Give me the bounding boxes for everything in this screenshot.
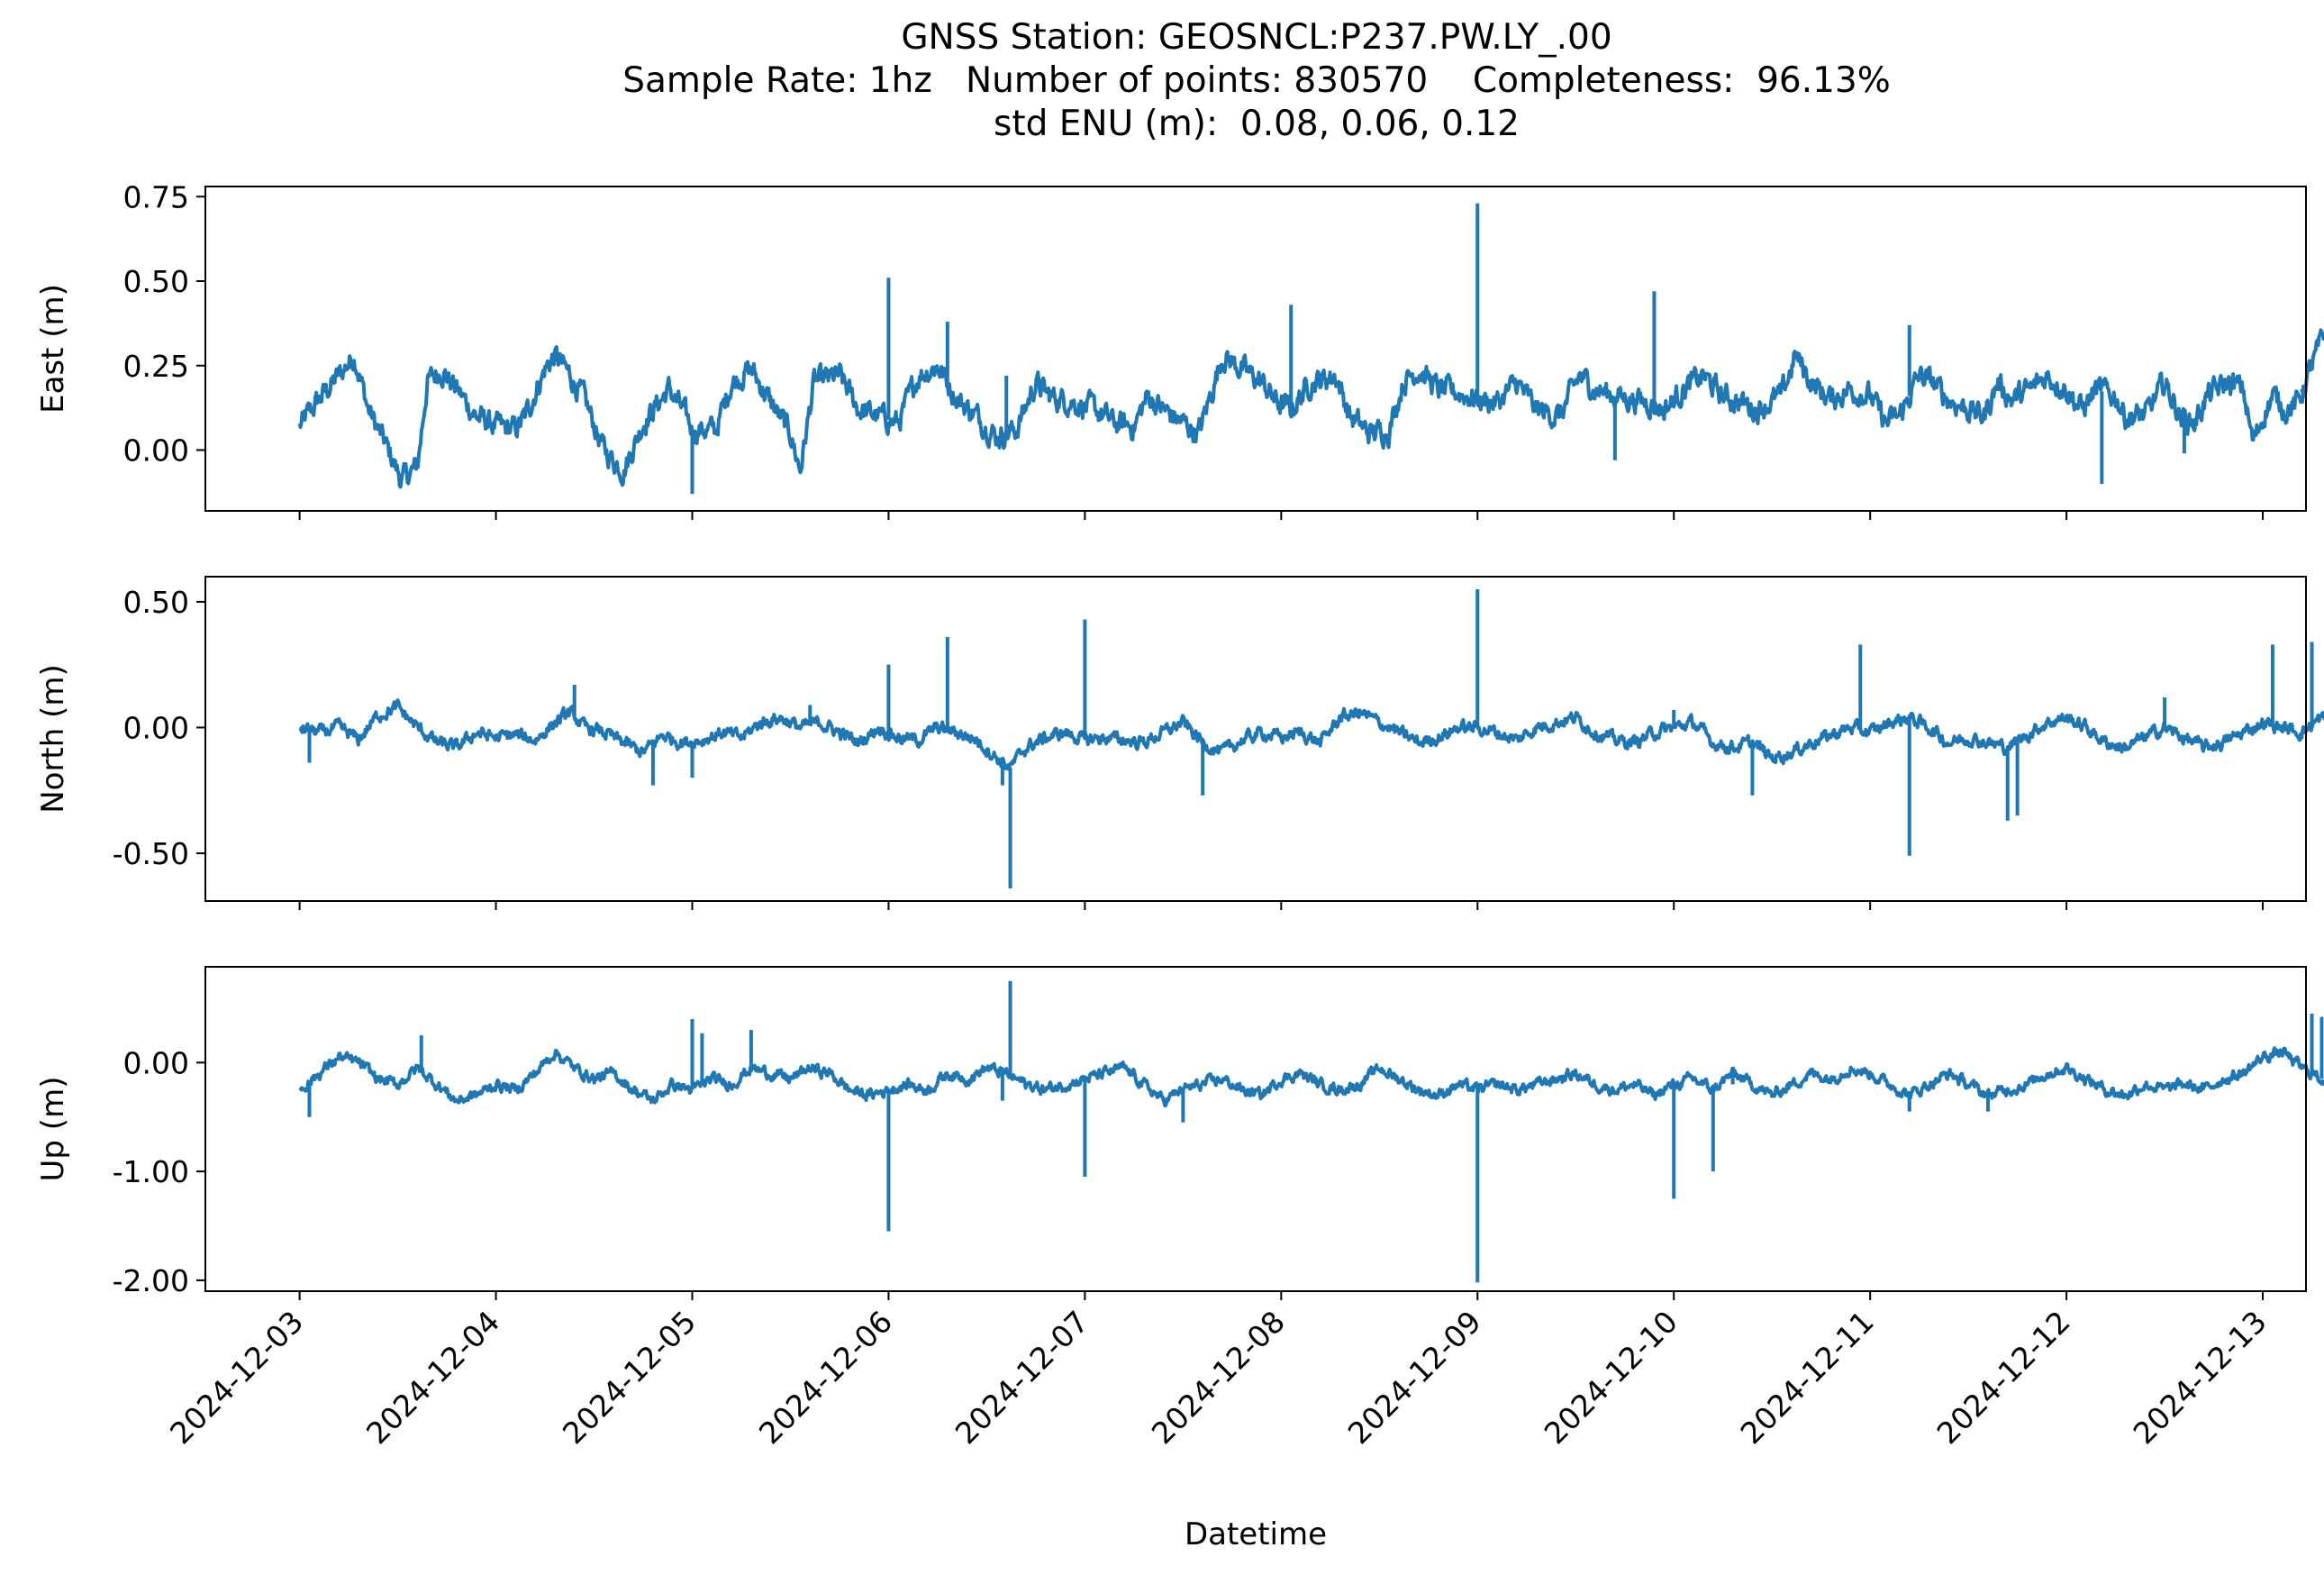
- axes-frame-0: [204, 186, 2307, 512]
- chart-title-line3: std ENU (m): 0.08, 0.06, 0.12: [994, 104, 1520, 144]
- y-tick-label-2-2: -2.00: [113, 1263, 189, 1298]
- panel-0: 0.75 0.50 0.25 0.00 East (m): [35, 179, 2324, 520]
- axes-frame-1: [204, 576, 2307, 902]
- x-tick-label-0: 2024-12-03: [163, 1304, 310, 1451]
- series-line-2: [298, 1046, 2324, 1108]
- x-tick-label-7: 2024-12-10: [1538, 1304, 1684, 1451]
- y-tick-label-1-0: 0.50: [123, 585, 189, 620]
- y-tick-label-2-1: -1.00: [113, 1154, 189, 1189]
- series-line-0: [297, 328, 2324, 489]
- y-tick-label-0-1: 0.50: [123, 264, 189, 299]
- y-tick-label-2-0: 0.00: [123, 1045, 189, 1080]
- y-tick-label-0-0: 0.75: [123, 179, 189, 214]
- x-tick-label-4: 2024-12-07: [949, 1304, 1095, 1451]
- y-axis-label-1: North (m): [35, 664, 71, 814]
- x-tick-label-1: 2024-12-04: [359, 1304, 506, 1451]
- series-line-1: [298, 698, 2324, 771]
- y-tick-label-1-1: 0.00: [123, 710, 189, 745]
- panel-1: 0.50 0.00 -0.50 North (m): [35, 576, 2324, 910]
- x-tick-label-2: 2024-12-05: [556, 1304, 703, 1451]
- y-axis-label-0: East (m): [35, 284, 71, 414]
- x-tick-label-3: 2024-12-06: [752, 1304, 899, 1451]
- x-tick-label-9: 2024-12-12: [1930, 1304, 2077, 1451]
- axes-frame-2: [204, 966, 2307, 1292]
- x-axis-label: Datetime: [1185, 1516, 1327, 1552]
- y-axis-label-2: Up (m): [35, 1077, 71, 1182]
- x-tick-label-6: 2024-12-09: [1341, 1304, 1488, 1451]
- chart-title-line1: GNSS Station: GEOSNCL:P237.PW.LY_.00: [901, 17, 1612, 58]
- y-tick-label-1-2: -0.50: [113, 836, 189, 871]
- y-tick-label-0-3: 0.00: [123, 433, 189, 469]
- x-tick-label-8: 2024-12-11: [1734, 1304, 1881, 1451]
- panel-2: 0.00 -1.00 -2.00 Up (m): [35, 966, 2324, 1300]
- chart-title: GNSS Station: GEOSNCL:P237.PW.LY_.00 Sam…: [0, 16, 2324, 146]
- chart-title-line2: Sample Rate: 1hz Number of points: 83057…: [622, 60, 1891, 101]
- y-tick-label-0-2: 0.25: [123, 349, 189, 384]
- x-tick-label-10: 2024-12-13: [2127, 1304, 2274, 1451]
- x-tick-label-5: 2024-12-08: [1145, 1304, 1292, 1451]
